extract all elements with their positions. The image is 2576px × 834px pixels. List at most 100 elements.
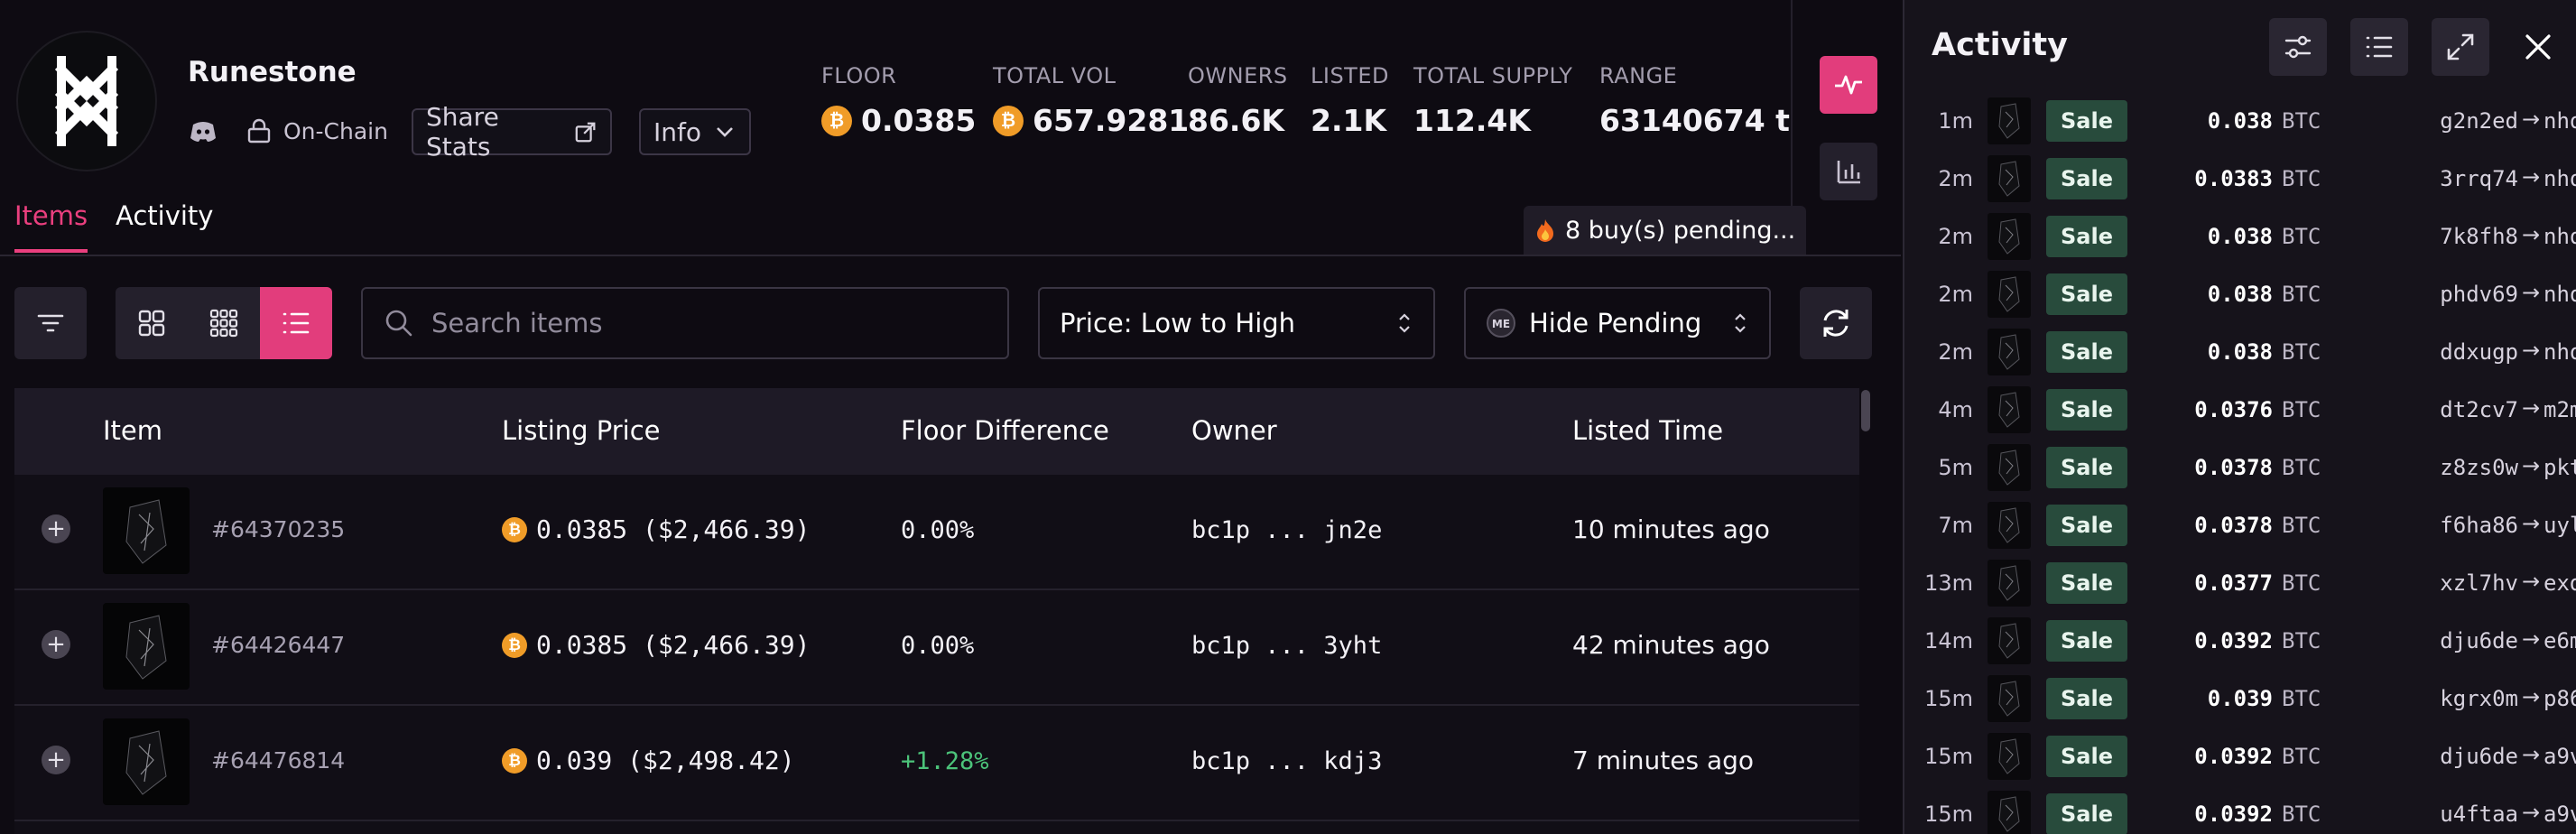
refresh-button[interactable] xyxy=(1800,287,1872,359)
expand-row-button[interactable]: + xyxy=(42,746,70,774)
activity-thumbnail[interactable] xyxy=(1988,97,2031,144)
activity-to-address[interactable]: nhq3gt xyxy=(2544,339,2576,365)
stat-value: 86.6K xyxy=(1188,103,1284,138)
activity-from-address[interactable]: 7k8fh8 xyxy=(2440,224,2518,249)
activity-row[interactable]: 1m Sale 0.038 BTC g2n2ed→nhq3gt xyxy=(1904,92,2576,150)
search-box[interactable] xyxy=(361,287,1009,359)
activity-list-button[interactable] xyxy=(2350,18,2408,76)
activity-thumbnail[interactable] xyxy=(1988,733,2031,780)
activity-from-address[interactable]: phdv69 xyxy=(2440,282,2518,307)
activity-toggle-button[interactable] xyxy=(1820,56,1877,114)
activity-to-address[interactable]: pktu4q xyxy=(2544,455,2576,480)
activity-thumbnail[interactable] xyxy=(1988,675,2031,722)
search-input[interactable] xyxy=(431,308,986,338)
activity-thumbnail[interactable] xyxy=(1988,155,2031,202)
column-header-listing-price[interactable]: Listing Price xyxy=(502,415,661,446)
activity-thumbnail[interactable] xyxy=(1988,444,2031,491)
share-stats-button[interactable]: Share Stats xyxy=(412,102,612,162)
activity-to-address[interactable]: nhq3gt xyxy=(2544,166,2576,191)
info-dropdown[interactable]: Info xyxy=(639,108,751,155)
activity-from-address[interactable]: kgrx0m xyxy=(2440,686,2518,711)
owner-address[interactable]: bc1p ... 3yht xyxy=(1191,632,1383,660)
activity-expand-button[interactable] xyxy=(2432,18,2489,76)
activity-row[interactable]: 4m Sale 0.0376 BTC dt2cv7→m2mc69 xyxy=(1904,381,2576,439)
activity-to-address[interactable]: uyls56 xyxy=(2544,513,2576,538)
activity-from-address[interactable]: ddxugp xyxy=(2440,339,2518,365)
activity-row[interactable]: 2m Sale 0.038 BTC ddxugp→nhq3gt xyxy=(1904,323,2576,381)
expand-row-button[interactable]: + xyxy=(42,514,70,543)
activity-from-address[interactable]: g2n2ed xyxy=(2440,108,2518,134)
table-scrollbar-thumb[interactable] xyxy=(1861,390,1870,431)
activity-row[interactable]: 2m Sale 0.038 BTC 7k8fh8→nhq3gt xyxy=(1904,208,2576,265)
activity-from-address[interactable]: 3rrq74 xyxy=(2440,166,2518,191)
sort-select[interactable]: Price: Low to High xyxy=(1038,287,1435,359)
activity-thumbnail[interactable] xyxy=(1988,791,2031,834)
listing-price: ₿ 0.0385 ($2,466.39) xyxy=(502,514,810,544)
activity-row[interactable]: 2m Sale 0.038 BTC phdv69→nhq3gt xyxy=(1904,265,2576,323)
activity-to-address[interactable]: nhq3gt xyxy=(2544,108,2576,134)
activity-from-address[interactable]: xzl7hv xyxy=(2440,570,2518,596)
activity-row[interactable]: 13m Sale 0.0377 BTC xzl7hv→exd3gs xyxy=(1904,554,2576,612)
table-row[interactable]: + #64370235 ₿ 0.0385 ($2,466.39) 0.00% bc… xyxy=(14,475,1859,590)
discord-icon[interactable] xyxy=(188,116,218,146)
item-number[interactable]: #64370235 xyxy=(211,516,346,542)
activity-to-address[interactable]: p8635g xyxy=(2544,686,2576,711)
stat-total-vol: TOTAL VOL ₿ 657.9281 xyxy=(993,63,1189,138)
activity-price: 0.0383 xyxy=(2194,166,2273,191)
column-header-floor-difference[interactable]: Floor Difference xyxy=(901,415,1109,446)
activity-to-address[interactable]: exd3gs xyxy=(2544,570,2576,596)
activity-to-address[interactable]: a9v05l xyxy=(2544,802,2576,827)
activity-to-address[interactable]: e6mq6a xyxy=(2544,628,2576,653)
activity-row[interactable]: 15m Sale 0.0392 BTC dju6de→a9v05l xyxy=(1904,727,2576,785)
activity-from-address[interactable]: u4ftaa xyxy=(2440,802,2518,827)
owner-address[interactable]: bc1p ... jn2e xyxy=(1191,516,1383,544)
list-view-button[interactable] xyxy=(260,287,332,359)
activity-thumbnail[interactable] xyxy=(1988,271,2031,318)
column-header-owner[interactable]: Owner xyxy=(1191,415,1277,446)
activity-from-address[interactable]: dt2cv7 xyxy=(2440,397,2518,422)
activity-thumbnail[interactable] xyxy=(1988,213,2031,260)
table-row[interactable]: + #64476814 ₿ 0.039 ($2,498.42) +1.28% bc… xyxy=(14,706,1859,821)
activity-thumbnail[interactable] xyxy=(1988,329,2031,375)
activity-to-address[interactable]: nhq3gt xyxy=(2544,224,2576,249)
owner-address[interactable]: bc1p ... kdj3 xyxy=(1191,747,1383,775)
activity-thumbnail[interactable] xyxy=(1988,386,2031,433)
activity-to-address[interactable]: m2mc69 xyxy=(2544,397,2576,422)
close-icon[interactable] xyxy=(2516,25,2560,69)
activity-from-address[interactable]: f6ha86 xyxy=(2440,513,2518,538)
tab-items[interactable]: Items xyxy=(14,200,88,253)
activity-row[interactable]: 5m Sale 0.0378 BTC z8zs0w→pktu4q xyxy=(1904,439,2576,496)
expand-row-button[interactable]: + xyxy=(42,630,70,659)
activity-thumbnail[interactable] xyxy=(1988,560,2031,607)
activity-row[interactable]: 14m Sale 0.0392 BTC dju6de→e6mq6a xyxy=(1904,612,2576,670)
column-header-item[interactable]: Item xyxy=(103,415,163,446)
chart-toggle-button[interactable] xyxy=(1820,143,1877,200)
column-header-listed-time[interactable]: Listed Time xyxy=(1572,415,1724,446)
table-row[interactable]: + #64426447 ₿ 0.0385 ($2,466.39) 0.00% bc… xyxy=(14,590,1859,706)
activity-from-address[interactable]: dju6de xyxy=(2440,628,2518,653)
table-scrollbar-track[interactable] xyxy=(1861,388,1870,834)
grid-small-view-button[interactable] xyxy=(188,287,260,359)
tab-activity[interactable]: Activity xyxy=(116,200,214,231)
activity-thumbnail[interactable] xyxy=(1988,617,2031,664)
activity-filter-button[interactable] xyxy=(2269,18,2327,76)
item-number[interactable]: #64476814 xyxy=(211,747,346,774)
activity-from-address[interactable]: dju6de xyxy=(2440,744,2518,769)
item-thumbnail[interactable] xyxy=(103,718,190,805)
filter-button[interactable] xyxy=(14,287,87,359)
activity-to-address[interactable]: nhq3gt xyxy=(2544,282,2576,307)
item-thumbnail[interactable] xyxy=(103,487,190,574)
activity-row[interactable]: 2m Sale 0.0383 BTC 3rrq74→nhq3gt xyxy=(1904,150,2576,208)
activity-row[interactable]: 15m Sale 0.039 BTC kgrx0m→p8635g xyxy=(1904,670,2576,727)
activity-to-address[interactable]: a9v05l xyxy=(2544,744,2576,769)
activity-row[interactable]: 15m Sale 0.0392 BTC u4ftaa→a9v05l xyxy=(1904,785,2576,834)
pending-filter-select[interactable]: ME Hide Pending xyxy=(1464,287,1771,359)
grid-large-view-button[interactable] xyxy=(116,287,188,359)
activity-thumbnail[interactable] xyxy=(1988,502,2031,549)
collection-logo xyxy=(16,31,157,171)
item-number[interactable]: #64426447 xyxy=(211,632,346,658)
item-thumbnail[interactable] xyxy=(103,603,190,690)
activity-row[interactable]: 7m Sale 0.0378 BTC f6ha86→uyls56 xyxy=(1904,496,2576,554)
pending-buys-badge[interactable]: 8 buy(s) pending... xyxy=(1524,206,1807,255)
activity-from-address[interactable]: z8zs0w xyxy=(2440,455,2518,480)
